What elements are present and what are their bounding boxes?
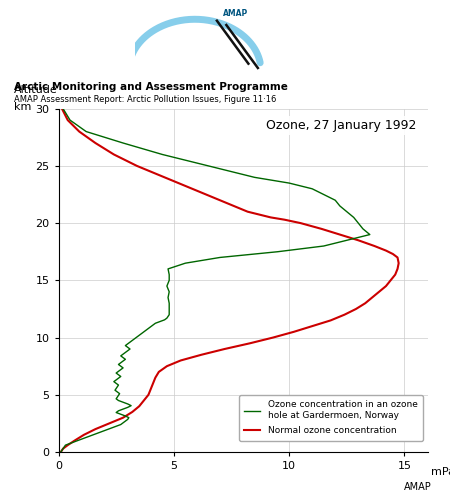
- Text: mPa: mPa: [431, 467, 450, 478]
- Text: Arctic Monitoring and Assessment Programme: Arctic Monitoring and Assessment Program…: [14, 82, 288, 91]
- Text: km: km: [14, 102, 32, 112]
- Text: Ozone, 27 January 1992: Ozone, 27 January 1992: [266, 119, 416, 132]
- Text: Altitude: Altitude: [14, 85, 58, 95]
- Text: AMAP: AMAP: [404, 482, 432, 492]
- Text: AMAP: AMAP: [223, 9, 248, 18]
- Legend: Ozone concentration in an ozone
hole at Gardermoen, Norway, Normal ozone concent: Ozone concentration in an ozone hole at …: [239, 395, 423, 441]
- Text: AMAP Assessment Report: Arctic Pollution Issues, Figure 11·16: AMAP Assessment Report: Arctic Pollution…: [14, 95, 276, 104]
